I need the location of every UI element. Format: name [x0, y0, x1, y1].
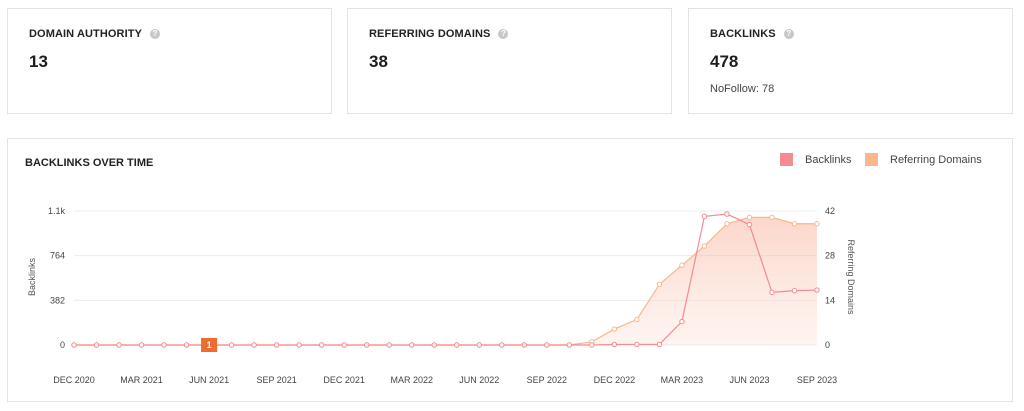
- backlinks-point: [679, 318, 685, 325]
- help-icon[interactable]: ?: [150, 29, 161, 39]
- backlinks-line: [74, 213, 818, 346]
- referring-domains-label: REFERRING DOMAINS: [369, 28, 491, 40]
- backlinks-point: [93, 342, 100, 348]
- chart-title: BACKLINKS OVER TIME: [25, 157, 154, 169]
- backlinks-point: [499, 342, 505, 348]
- backlinks-point: [386, 342, 392, 348]
- backlinks-point: [318, 342, 325, 348]
- domain-authority-value: 13: [29, 52, 48, 71]
- backlinks-point: [183, 342, 190, 348]
- referring-domains-title: REFERRING DOMAINS ?: [369, 28, 509, 40]
- referring-domains-point: [679, 262, 685, 268]
- x-tick-label: MAR 2021: [120, 375, 163, 385]
- domain-authority-card: DOMAIN AUTHORITY ? 13: [7, 8, 332, 114]
- backlinks-point: [228, 342, 235, 348]
- backlinks-title: BACKLINKS ?: [710, 28, 794, 40]
- backlinks-label: BACKLINKS: [710, 28, 776, 40]
- x-tick-label: MAR 2022: [390, 375, 433, 385]
- backlinks-point: [611, 341, 618, 348]
- backlinks-point: [634, 341, 640, 348]
- referring-domains-area: [74, 217, 817, 345]
- referring-domains-point: [634, 316, 640, 323]
- backlinks-point: [251, 342, 257, 348]
- y-tick-label: 0: [60, 340, 65, 350]
- annotation-marker-label: 1: [207, 340, 212, 350]
- x-tick-label: JUN 2023: [729, 375, 769, 385]
- backlinks-point: [116, 342, 122, 348]
- backlinks-point: [476, 342, 482, 348]
- y-axis-label: Backlinks: [27, 257, 37, 296]
- backlinks-point: [341, 342, 347, 348]
- referring-domains-point: [611, 326, 618, 332]
- backlinks-point: [521, 342, 528, 348]
- backlinks-point: [701, 213, 708, 220]
- backlinks-over-time-card: BACKLINKS OVER TIME Backlinks Referring …: [7, 138, 1013, 402]
- backlinks-point: [589, 342, 595, 348]
- annotation-marker[interactable]: 1: [201, 338, 218, 352]
- legend-label-backlinks: Backlinks: [805, 153, 852, 166]
- referring-domains-point: [701, 243, 708, 249]
- referring-domains-point: [724, 221, 730, 227]
- backlinks-point: [363, 342, 370, 348]
- legend-swatch-referring-domains: [865, 153, 878, 166]
- backlinks-point: [769, 289, 775, 296]
- backlinks-point: [161, 342, 167, 348]
- referring-domains-point: [656, 281, 663, 288]
- backlinks-point: [814, 287, 820, 293]
- y2-tick-label: 42: [825, 206, 835, 216]
- referring-domains-value: 38: [369, 52, 388, 71]
- y2-axis-label: Referring Domains: [846, 239, 856, 315]
- y2-tick-label: 14: [825, 295, 835, 305]
- x-tick-label: SEP 2021: [256, 375, 296, 385]
- referring-domains-point: [814, 221, 820, 227]
- x-tick-label: JUN 2022: [459, 375, 499, 385]
- x-tick-label: DEC 2022: [594, 375, 636, 385]
- backlinks-point: [454, 342, 460, 348]
- backlinks-value: 478: [710, 52, 739, 71]
- x-tick-label: DEC 2020: [53, 375, 95, 385]
- x-tick-label: DEC 2021: [323, 375, 365, 385]
- annotation-marker-box: [201, 338, 218, 352]
- legend-label-referring-domains: Referring Domains: [890, 153, 982, 166]
- backlinks-point: [724, 211, 730, 217]
- y-tick-label: 764: [50, 251, 65, 261]
- backlinks-point: [273, 342, 280, 348]
- backlinks-chart: 1 0 0 382 14 764 28 1.1k 42 DEC 2020 MAR 2021 JUN …: [27, 206, 856, 385]
- help-icon[interactable]: ?: [498, 29, 509, 39]
- backlinks-point: [71, 342, 77, 348]
- domain-authority-label: DOMAIN AUTHORITY: [29, 28, 143, 40]
- x-tick-label: MAR 2023: [661, 375, 704, 385]
- backlinks-point: [138, 342, 145, 348]
- y-tick-label: 382: [50, 295, 65, 305]
- backlinks-point: [544, 342, 550, 348]
- legend-swatch-backlinks: [780, 153, 793, 166]
- backlinks-point: [296, 342, 302, 348]
- backlinks-point: [746, 221, 753, 228]
- help-icon[interactable]: ?: [783, 29, 794, 39]
- backlinks-point: [791, 287, 798, 294]
- backlinks-point: [566, 342, 573, 348]
- x-tick-label: SEP 2022: [527, 375, 567, 385]
- backlinks-point: [409, 342, 415, 348]
- referring-domains-point: [769, 214, 775, 221]
- referring-domains-point: [791, 221, 798, 227]
- x-tick-label: SEP 2023: [797, 375, 837, 385]
- legend-referring-domains[interactable]: Referring Domains: [865, 153, 982, 166]
- backlinks-point: [431, 342, 437, 348]
- nofollow-count: NoFollow: 78: [710, 83, 775, 95]
- y2-tick-label: 0: [825, 340, 830, 350]
- legend-backlinks[interactable]: Backlinks: [780, 153, 851, 166]
- x-tick-label: JUN 2021: [189, 375, 229, 385]
- backlinks-point: [656, 341, 663, 348]
- referring-domains-point: [746, 214, 753, 221]
- referring-domains-card: REFERRING DOMAINS ? 38: [347, 8, 672, 114]
- y2-tick-label: 28: [825, 251, 835, 261]
- domain-authority-title: DOMAIN AUTHORITY ?: [29, 28, 161, 40]
- y-tick-label: 1.1k: [48, 206, 66, 216]
- backlinks-card: BACKLINKS ? 478 NoFollow: 78: [688, 8, 1013, 114]
